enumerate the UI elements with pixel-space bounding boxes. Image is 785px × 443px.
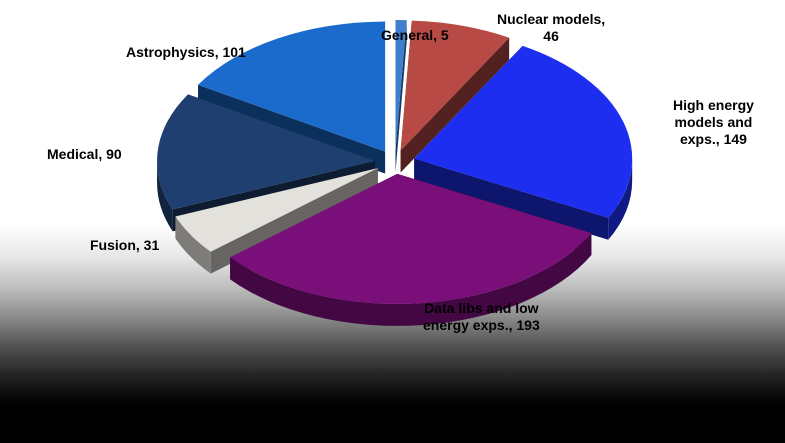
slice-label-high-energy: High energy models and exps., 149: [673, 97, 754, 147]
slice-general: [395, 20, 407, 173]
slice-high-energy-models-and-exps: [414, 45, 633, 240]
slice-label-fusion: Fusion, 31: [90, 237, 160, 253]
slice-label-medical: Medical, 90: [47, 146, 122, 162]
slice-label-nuclear-models: Nuclear models, 46: [497, 11, 606, 44]
slice-label-astrophysics: Astrophysics, 101: [126, 44, 246, 60]
slice-label-data-libs: Data libs and low energy exps., 193: [423, 300, 540, 333]
slice-data-libs-and-low-energy-exps: [230, 173, 592, 326]
slice-label-general: General, 5: [381, 27, 449, 43]
slice-nuclear-models: [400, 20, 510, 173]
